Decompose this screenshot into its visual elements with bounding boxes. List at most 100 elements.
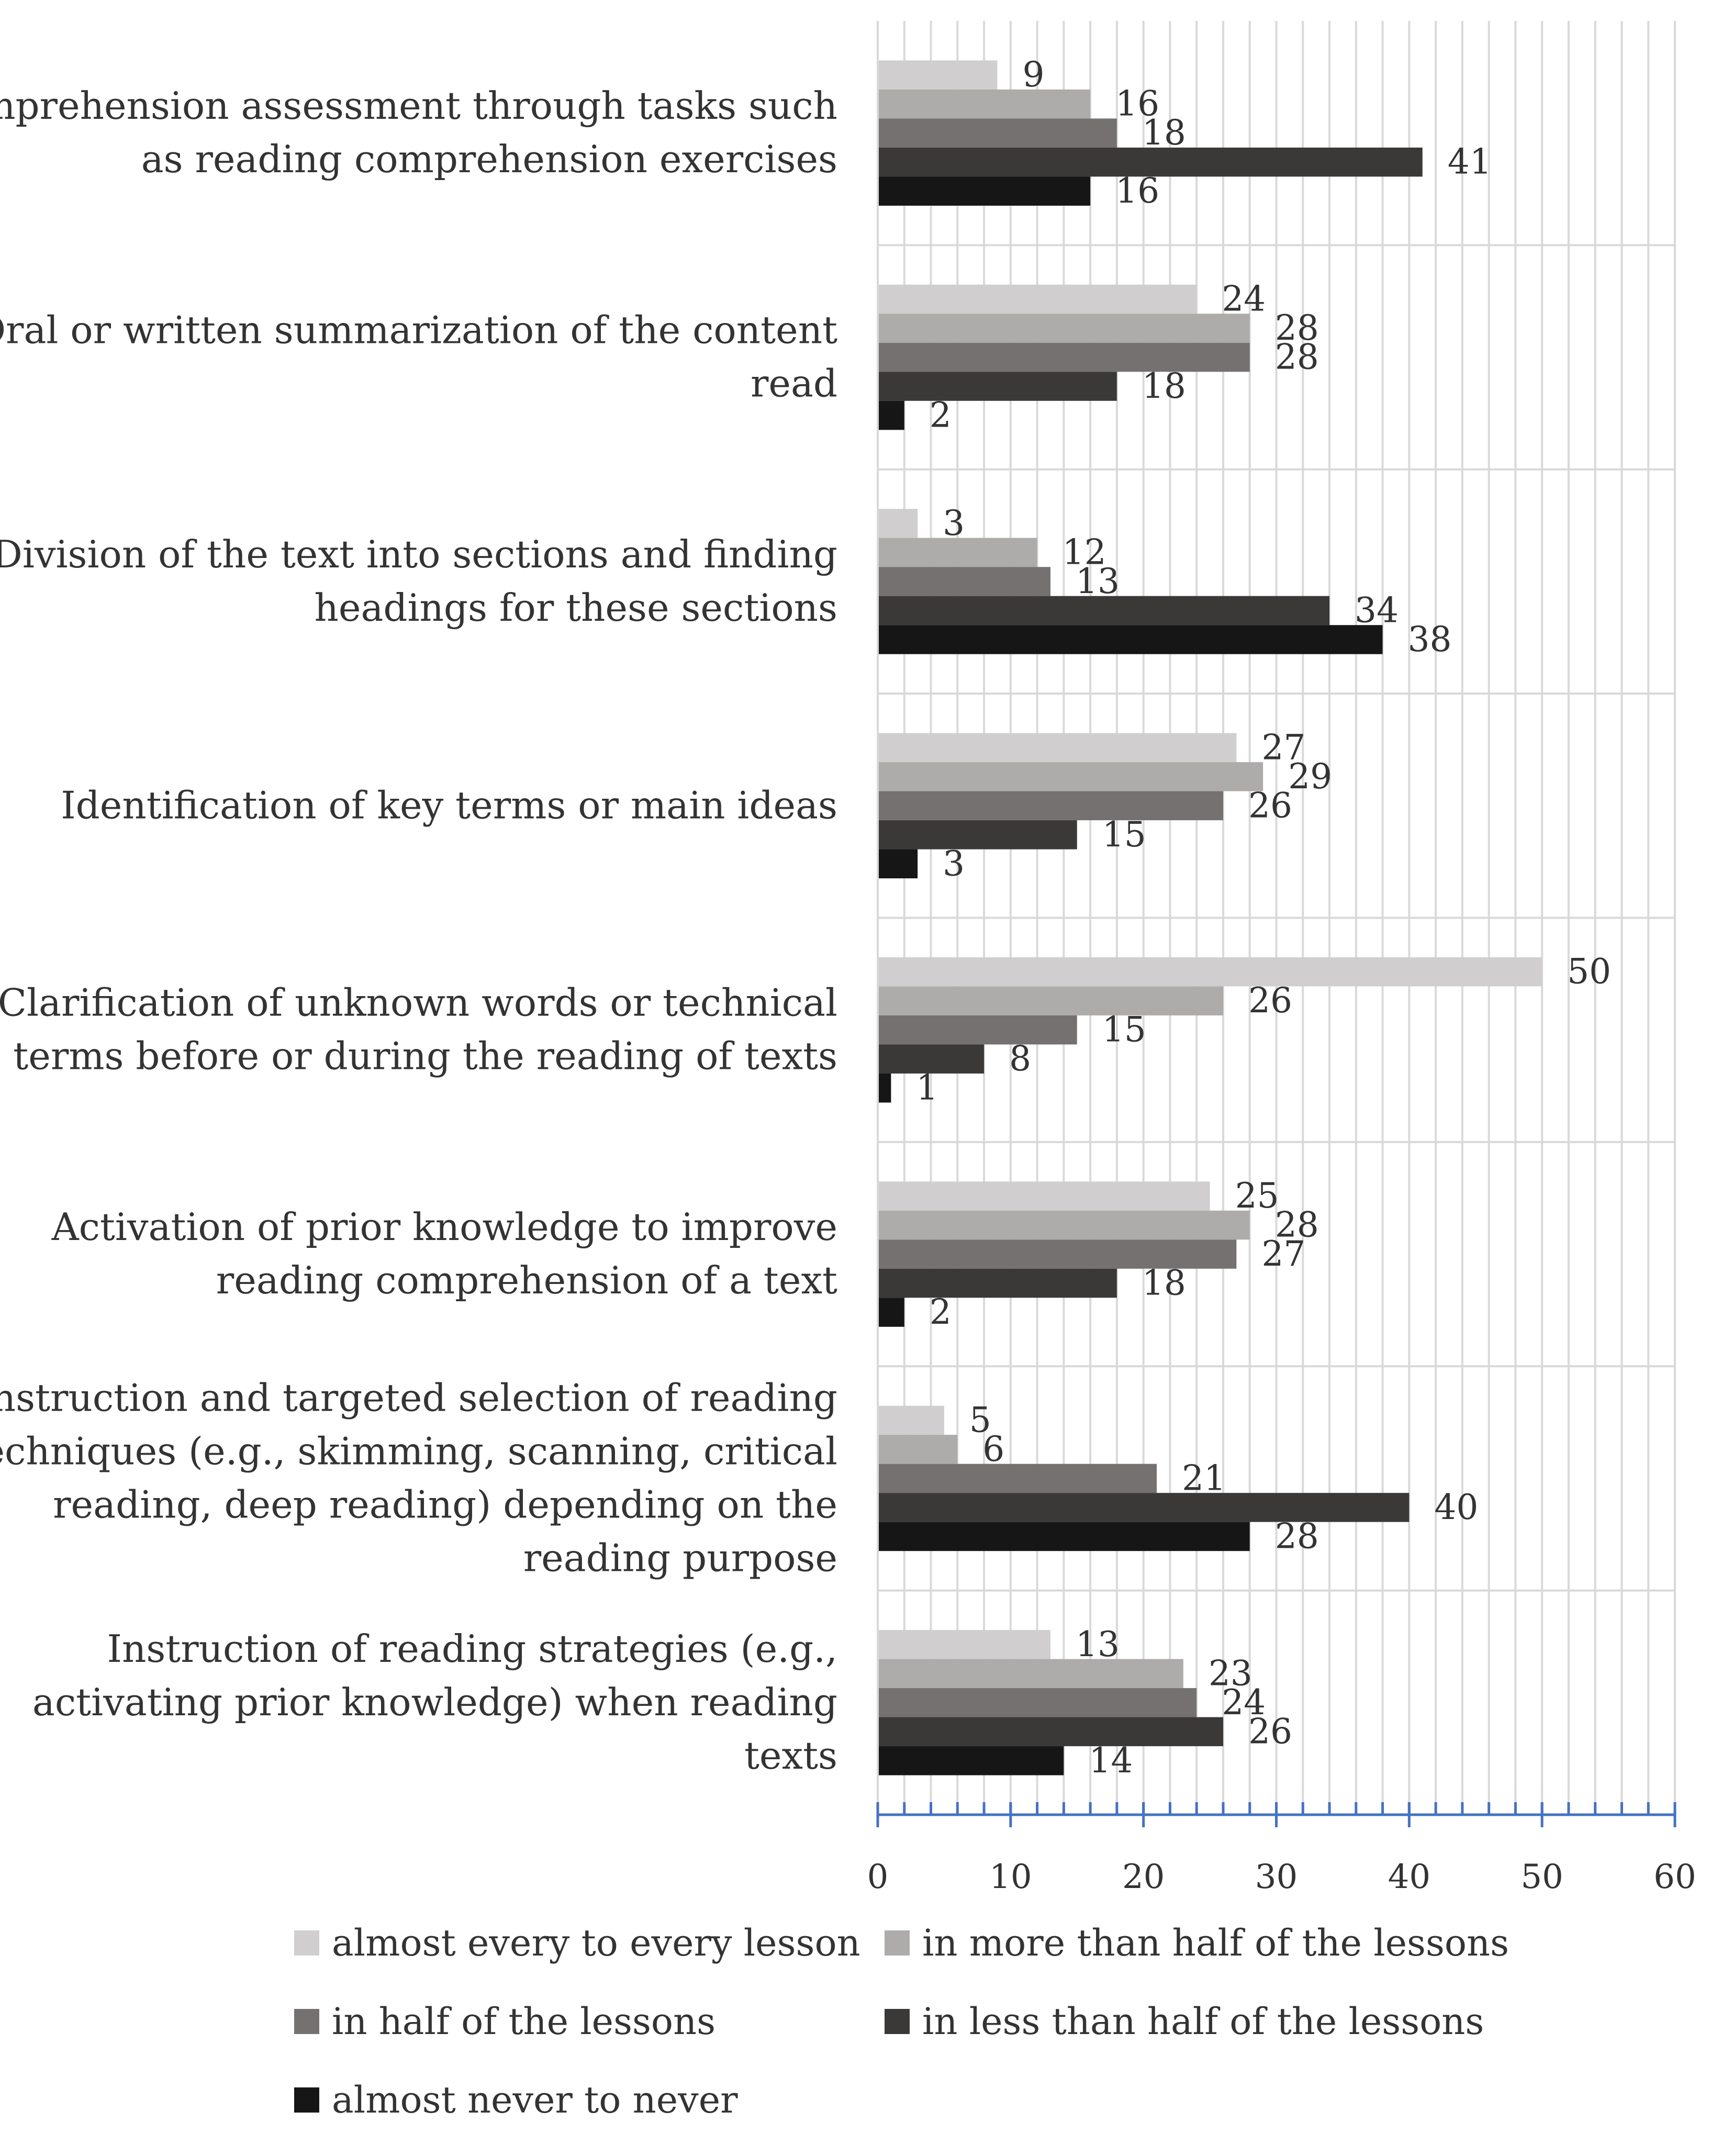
category-label-line: read — [751, 362, 837, 406]
category-label-5: Clarification of unknown words or techni… — [0, 981, 837, 1078]
legend-swatch — [294, 2009, 319, 2034]
value-label-3-5: 38 — [1408, 619, 1452, 660]
value-label-7-3: 21 — [1182, 1458, 1226, 1498]
bar-6-series-1 — [878, 1181, 1210, 1211]
legend-swatch — [294, 1930, 319, 1956]
category-label-line: Oral or written summarization of the con… — [0, 308, 837, 352]
bar-6-series-3 — [878, 1239, 1237, 1269]
value-label-5-3: 15 — [1102, 1010, 1146, 1050]
value-label-3-1: 3 — [943, 503, 965, 543]
x-tick-label-60: 60 — [1653, 1858, 1696, 1896]
legend: almost every to every lesson in more than… — [294, 1922, 1509, 2121]
value-label-1-3: 18 — [1142, 113, 1186, 153]
value-label-4-3: 26 — [1248, 785, 1292, 825]
bar-4-series-2 — [878, 762, 1263, 791]
bar-7-series-3 — [878, 1464, 1157, 1493]
value-label-8-4: 26 — [1248, 1711, 1292, 1751]
value-label-2-1: 24 — [1222, 279, 1266, 319]
bar-7-series-5 — [878, 1522, 1250, 1551]
legend-label: in less than half of the lessons — [922, 2000, 1484, 2043]
bar-1-series-5 — [878, 176, 1091, 206]
bar-1-series-1 — [878, 60, 998, 90]
bar-5-series-5 — [878, 1073, 891, 1103]
bar-3-series-1 — [878, 509, 918, 538]
category-label-line: Instruction of reading strategies (e.g., — [107, 1627, 837, 1671]
legend-item-5: almost never to never — [294, 2079, 738, 2121]
category-label-7: Instruction and targeted selection of re… — [0, 1376, 837, 1580]
value-label-7-2: 6 — [982, 1429, 1004, 1469]
bar-7-series-1 — [878, 1405, 944, 1435]
value-label-2-4: 18 — [1142, 366, 1186, 406]
value-label-5-4: 8 — [1009, 1038, 1031, 1079]
value-label-1-4: 41 — [1448, 142, 1492, 182]
bar-8-series-5 — [878, 1746, 1064, 1775]
category-label-line: as reading comprehension exercises — [141, 137, 837, 181]
legend-label: in more than half of the lessons — [922, 1922, 1509, 1964]
bar-6-series-2 — [878, 1210, 1250, 1240]
bar-8-series-4 — [878, 1717, 1223, 1747]
bar-8-series-1 — [878, 1630, 1050, 1659]
value-label-7-1: 5 — [969, 1400, 991, 1440]
value-label-8-5: 14 — [1089, 1740, 1133, 1781]
category-label-2: Oral or written summarization of the con… — [0, 308, 837, 406]
value-label-1-2: 16 — [1115, 84, 1159, 124]
category-label-line: Instruction and targeted selection of re… — [0, 1376, 837, 1420]
x-tick-label-50: 50 — [1520, 1858, 1563, 1896]
legend-label: in half of the lessons — [332, 2000, 715, 2043]
bar-2-series-1 — [878, 284, 1197, 314]
legend-item-4: in less than half of the lessons — [885, 2000, 1484, 2043]
category-label-line: reading, deep reading) depending on the — [53, 1482, 837, 1526]
bar-6-series-5 — [878, 1298, 904, 1327]
category-label-line: Division of the text into sections and f… — [0, 532, 837, 576]
bar-5-series-3 — [878, 1015, 1077, 1045]
category-label-line: Activation of prior knowledge to improve — [51, 1205, 837, 1249]
legend-item-2: in more than half of the lessons — [885, 1922, 1509, 1964]
bar-3-series-4 — [878, 596, 1330, 625]
category-labels: Comprehension assessment through tasks s… — [0, 84, 837, 1778]
bar-3-series-2 — [878, 538, 1037, 567]
x-tick-label-10: 10 — [989, 1858, 1032, 1896]
category-label-line: Clarification of unknown words or techni… — [0, 981, 837, 1025]
bar-4-series-1 — [878, 733, 1237, 763]
legend-label: almost every to every lesson — [332, 1922, 860, 1964]
bar-3-series-3 — [878, 567, 1050, 596]
value-label-2-3: 28 — [1275, 337, 1319, 377]
bar-6-series-4 — [878, 1268, 1117, 1298]
x-tick-label-40: 40 — [1388, 1858, 1430, 1896]
value-label-1-5: 16 — [1115, 171, 1159, 211]
bar-4-series-5 — [878, 849, 918, 879]
category-label-line: texts — [744, 1734, 837, 1778]
value-label-6-4: 18 — [1142, 1263, 1186, 1303]
category-label-line: headings for these sections — [315, 586, 838, 630]
legend-item-3: in half of the lessons — [294, 2000, 715, 2043]
value-label-4-5: 3 — [943, 843, 965, 884]
x-axis: 0 10 20 30 40 50 60 — [867, 21, 1696, 1896]
category-label-line: techniques (e.g., skimming, scanning, cr… — [0, 1429, 837, 1473]
bar-1-series-2 — [878, 89, 1091, 119]
bars — [878, 60, 1542, 1775]
bar-5-series-2 — [878, 986, 1223, 1015]
value-label-1-1: 9 — [1022, 54, 1044, 95]
value-label-8-1: 13 — [1076, 1624, 1120, 1665]
bar-7-series-2 — [878, 1435, 958, 1464]
legend-swatch — [294, 2087, 319, 2113]
bar-8-series-3 — [878, 1688, 1197, 1717]
x-tick-label-30: 30 — [1255, 1858, 1298, 1896]
bar-3-series-5 — [878, 625, 1383, 654]
value-label-8-3: 24 — [1222, 1682, 1266, 1723]
bar-4-series-4 — [878, 820, 1077, 850]
bar-2-series-4 — [878, 372, 1117, 401]
value-label-5-1: 50 — [1567, 952, 1611, 992]
value-label-6-3: 27 — [1261, 1234, 1305, 1274]
value-label-6-1: 25 — [1235, 1176, 1279, 1216]
value-label-4-1: 27 — [1261, 727, 1305, 767]
value-label-2-2: 28 — [1275, 308, 1319, 348]
bar-4-series-3 — [878, 791, 1223, 821]
category-label-line: terms before or during the reading of te… — [13, 1034, 837, 1078]
value-label-6-2: 28 — [1275, 1205, 1319, 1245]
value-label-7-5: 28 — [1275, 1516, 1319, 1556]
category-label-line: reading purpose — [523, 1536, 837, 1580]
value-label-8-2: 23 — [1209, 1653, 1253, 1693]
category-label-1: Comprehension assessment through tasks s… — [0, 84, 837, 181]
